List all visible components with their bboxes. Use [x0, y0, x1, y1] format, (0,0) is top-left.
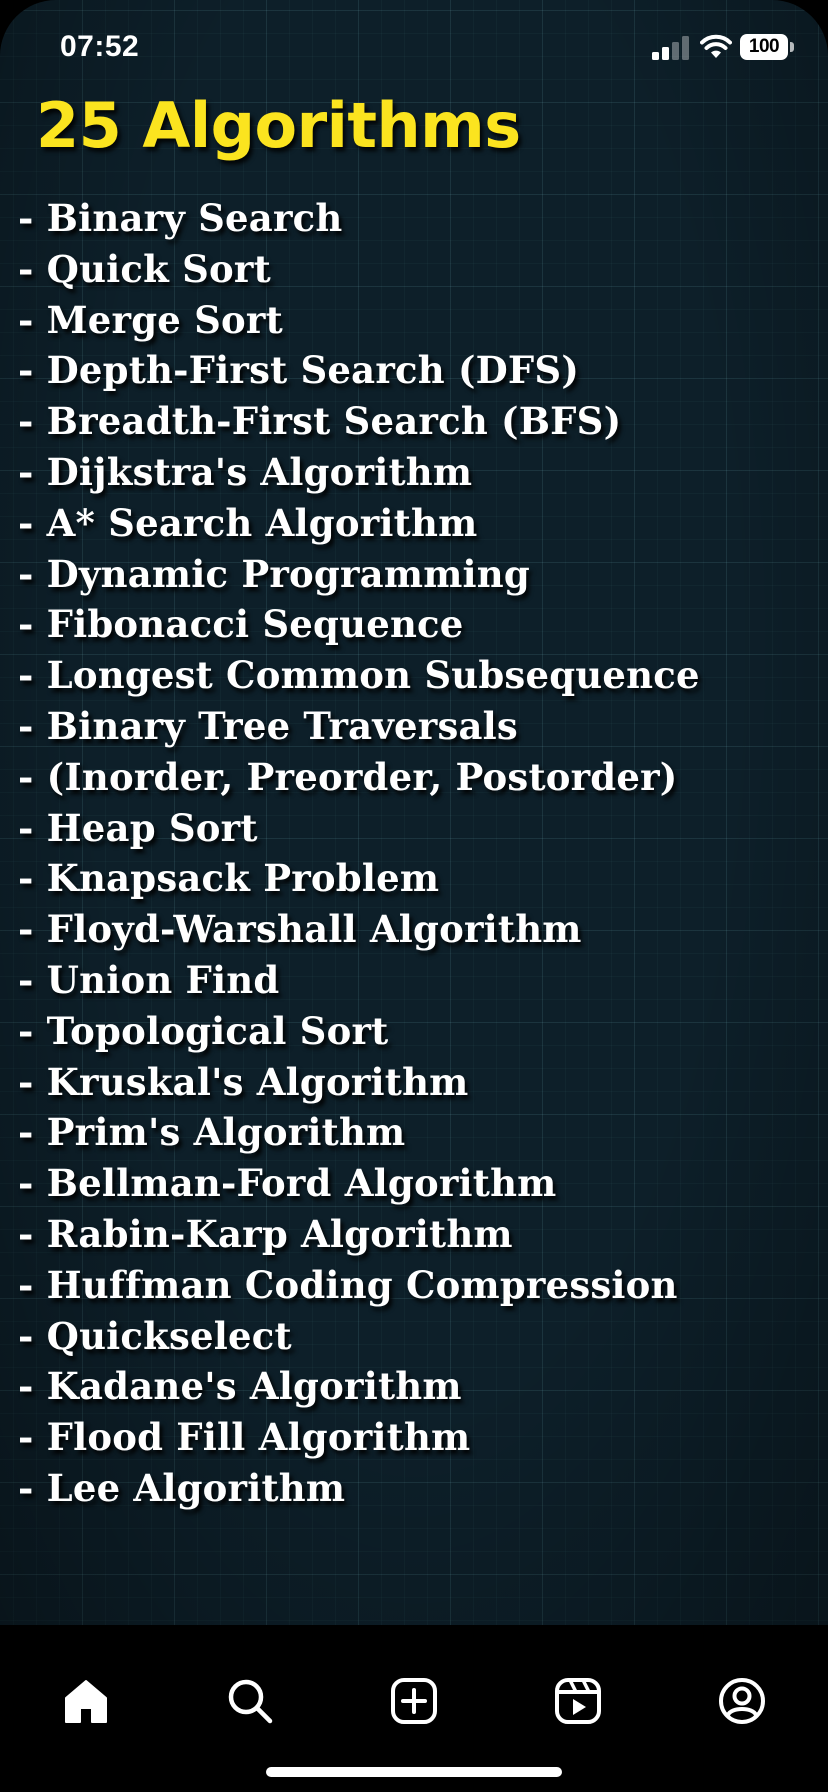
- algorithm-list-item: - Fibonacci Sequence: [18, 602, 464, 647]
- home-indicator[interactable]: [266, 1767, 562, 1777]
- algorithm-list-item: - Union Find: [18, 957, 280, 1002]
- algorithm-list-item: - Depth-First Search (DFS): [18, 348, 580, 393]
- algorithm-list-item: - Dijkstra's Algorithm: [18, 449, 473, 494]
- nav-home-button[interactable]: [58, 1673, 114, 1729]
- algorithm-list-item: - Kruskal's Algorithm: [18, 1059, 469, 1104]
- nav-reels-button[interactable]: [550, 1673, 606, 1729]
- algorithm-list-item: - Knapsack Problem: [18, 856, 440, 901]
- algorithm-list-item: - Quickselect: [18, 1313, 292, 1358]
- nav-profile-button[interactable]: [714, 1673, 770, 1729]
- algorithm-list-item: - Huffman Coding Compression: [18, 1262, 678, 1307]
- nav-search-button[interactable]: [222, 1673, 278, 1729]
- create-post-icon: [391, 1678, 437, 1724]
- algorithm-list-item: - Lee Algorithm: [18, 1465, 346, 1510]
- algorithm-list-item: - Breadth-First Search (BFS): [18, 399, 622, 444]
- post-title: 25 Algorithms: [36, 89, 521, 162]
- battery-level: 100: [748, 36, 780, 57]
- algorithm-list-item: - Prim's Algorithm: [18, 1110, 406, 1155]
- algorithm-list: - Binary Search - Quick Sort - Merge Sort -…: [18, 193, 700, 1514]
- algorithm-list-item: - Merge Sort: [18, 297, 283, 342]
- algorithm-list-item: - Flood Fill Algorithm: [18, 1415, 471, 1460]
- algorithm-list-item: - Dynamic Programming: [18, 551, 530, 596]
- algorithm-list-item: - Heap Sort: [18, 805, 258, 850]
- post-screen: 07:52 100 25 Algorithms - Binary Search -…: [0, 0, 828, 1625]
- algorithm-list-item: - Topological Sort: [18, 1008, 389, 1053]
- algorithm-list-item: - Binary Search: [18, 196, 343, 240]
- cellular-signal-icon: [652, 36, 689, 60]
- status-bar: 07:52 100: [0, 0, 828, 100]
- profile-icon: [719, 1678, 765, 1724]
- home-icon: [65, 1680, 107, 1723]
- algorithm-list-item: - Quick Sort: [18, 246, 271, 291]
- search-icon: [228, 1679, 273, 1724]
- algorithm-list-item: - Longest Common Subsequence: [18, 653, 700, 698]
- algorithm-list-item: - Bellman-Ford Algorithm: [18, 1161, 557, 1206]
- status-time: 07:52: [60, 30, 140, 63]
- algorithm-list-item: - A* Search Algorithm: [18, 500, 478, 545]
- algorithm-list-item: - Binary Tree Traversals: [18, 703, 518, 748]
- algorithm-list-item: - Rabin-Karp Algorithm: [18, 1211, 513, 1256]
- algorithm-list-item: - Floyd-Warshall Algorithm: [18, 907, 582, 952]
- nav-create-button[interactable]: [386, 1673, 442, 1729]
- battery-cap: [790, 42, 794, 52]
- algorithm-list-item: - (Inorder, Preorder, Postorder): [18, 754, 678, 799]
- battery-indicator: 100: [740, 34, 788, 60]
- algorithm-list-item: - Kadane's Algorithm: [18, 1364, 462, 1409]
- bottom-nav: [0, 1625, 828, 1792]
- reels-icon: [555, 1678, 601, 1724]
- wifi-icon: [700, 34, 732, 58]
